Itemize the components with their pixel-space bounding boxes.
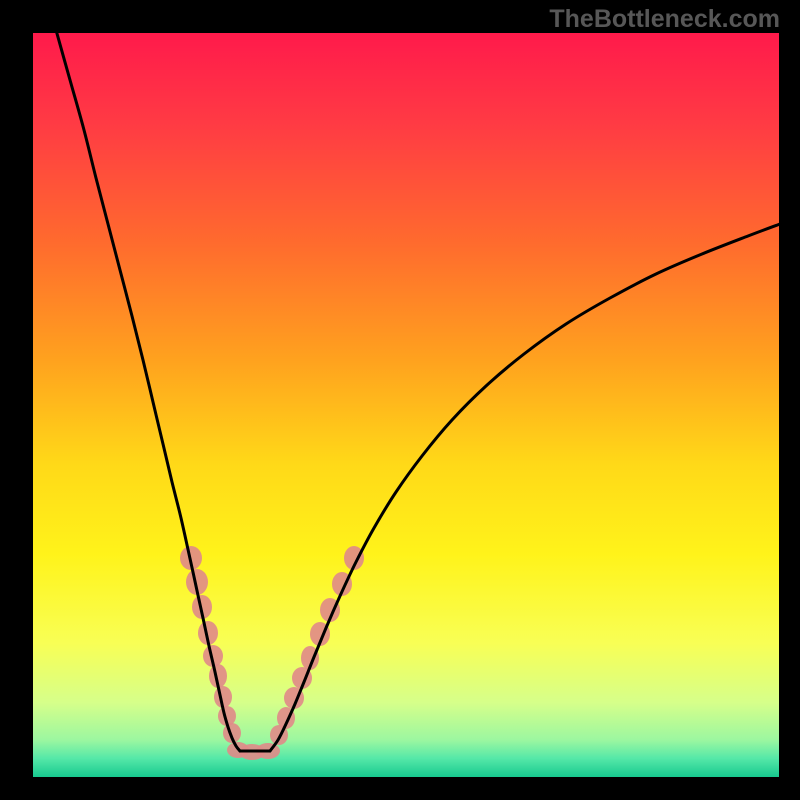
overlay-svg xyxy=(0,0,800,800)
figure-root: TheBottleneck.com xyxy=(0,0,800,800)
watermark-text: TheBottleneck.com xyxy=(549,5,780,34)
marker-group xyxy=(180,546,364,760)
right-curve xyxy=(270,224,780,751)
